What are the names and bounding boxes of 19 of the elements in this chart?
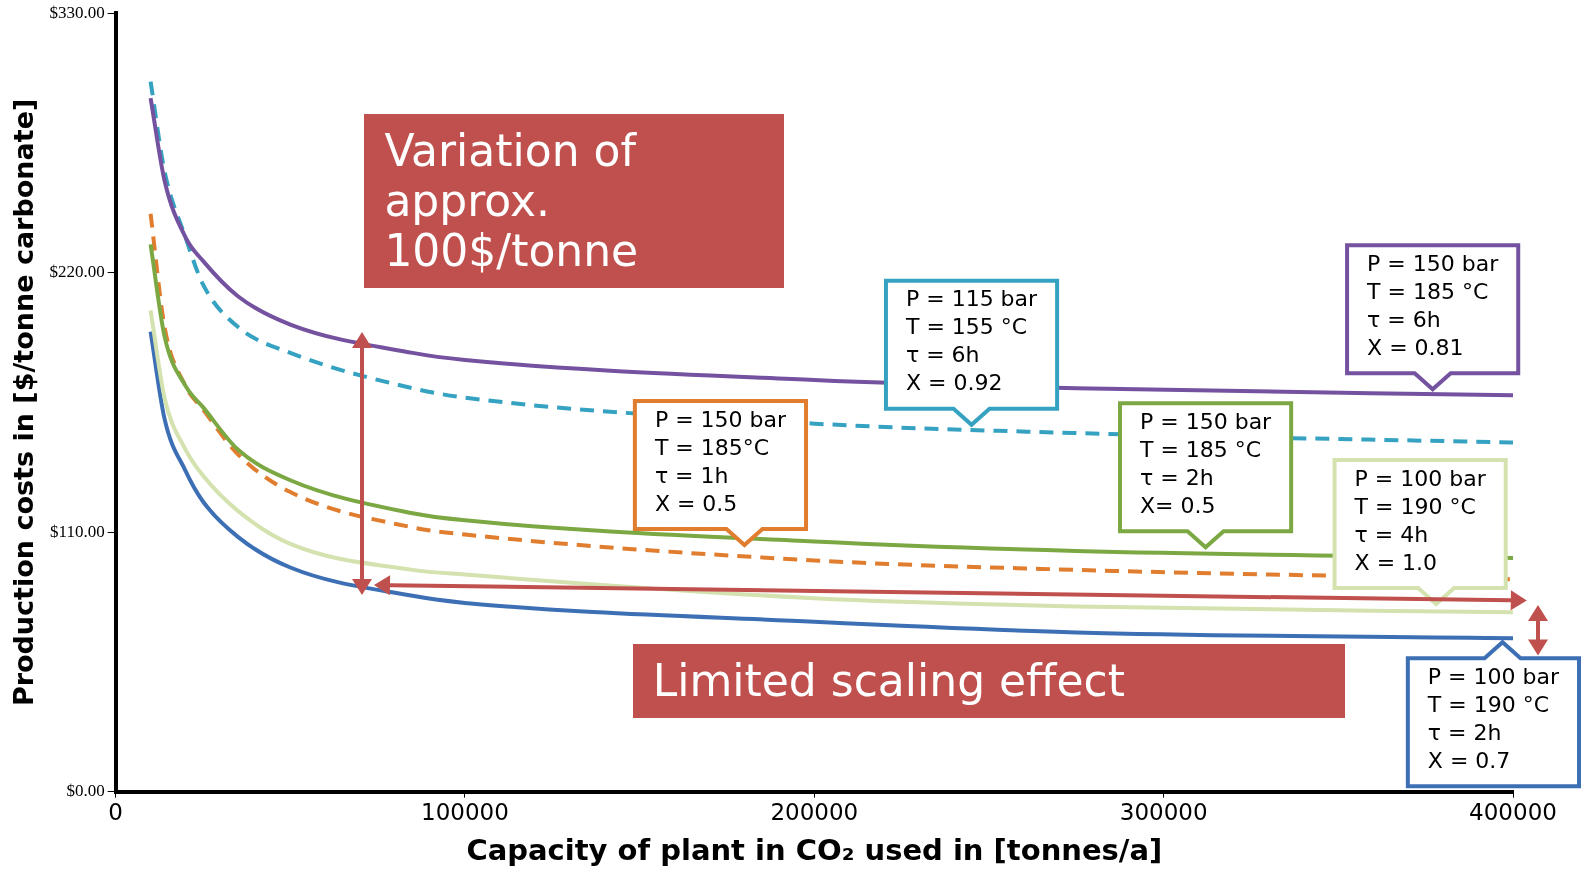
annotation: P = 100 bar T = 190 °C τ = 2h X = 0.7 [1426,664,1560,773]
y-axis-title: Production costs in [$/tonne carbonate] [8,98,40,707]
y-tick-label: $110.00 [50,521,105,541]
y-tick-label: $220.00 [49,262,105,282]
x-tick-label: 300000 [1119,799,1208,826]
annotation: P = 150 bar T = 185 °C τ = 2h X= 0.5 [1139,409,1273,519]
x-axis-title: Capacity of plant in CO₂ used in [tonnes/a] [466,833,1163,868]
note-box: Variation of approx. 100$/tonne [364,114,784,289]
annotation: P = 150 bar T = 185 °C τ = 6h X = 0.81 [1366,251,1500,361]
annotation: P = 115 bar T = 155 °C τ = 6h X = 0.92 [904,286,1039,396]
annotation: P = 150 bar T = 185°C τ = 1h X = 0.5 [653,406,787,516]
x-tick-label: 100000 [421,799,509,826]
annotation: P = 100 bar T = 190 °C τ = 4h X = 1.0 [1353,465,1487,575]
x-tick-label: 0 [108,799,123,826]
x-tick-label: 400000 [1469,799,1557,826]
y-tick-label: $0.00 [66,781,105,801]
x-tick-label: 200000 [770,799,859,826]
y-tick-label: $330.00 [49,2,105,22]
note-box: Limited scaling effect [632,643,1346,718]
